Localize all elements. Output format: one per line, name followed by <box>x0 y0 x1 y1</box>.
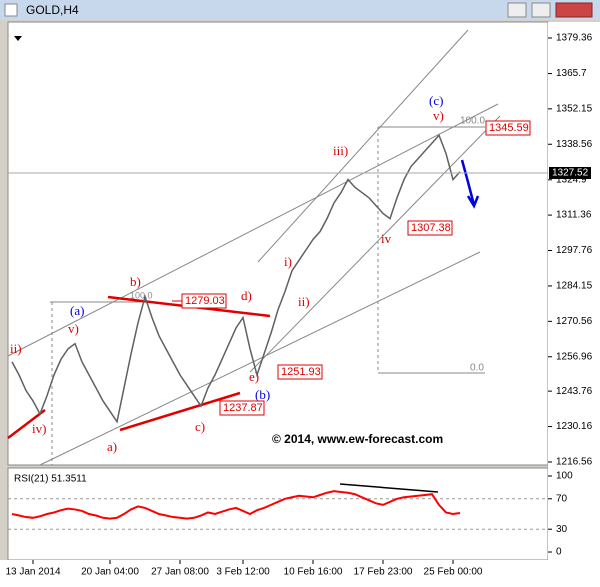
x-tick-label: 27 Jan 08:00 <box>151 567 209 578</box>
y-tick-label: 1338.56 <box>556 139 593 150</box>
window-icon <box>4 3 18 17</box>
title-bar <box>0 0 600 20</box>
x-tick-label: 20 Jan 04:00 <box>81 567 139 578</box>
marker <box>14 36 22 41</box>
y-tick-label: 1270.56 <box>556 316 593 327</box>
wave-label: b) <box>130 274 141 289</box>
y-tick-label: 1297.76 <box>556 245 593 256</box>
last-price-box <box>549 167 591 180</box>
wave-label: c) <box>195 419 205 434</box>
level-label: 1345.59 <box>489 122 529 134</box>
wave-label: iv) <box>32 421 46 436</box>
price-panel <box>7 21 549 466</box>
level-label: 1237.87 <box>223 402 263 414</box>
forecast-arrow <box>460 159 480 209</box>
level-box <box>181 293 227 309</box>
y-tick-label: 1230.16 <box>556 421 593 432</box>
y-tick-label: 1284.15 <box>556 281 593 292</box>
level-label: 1251.93 <box>281 366 321 378</box>
y-tick-label: 1243.76 <box>556 386 593 397</box>
wave-label: v) <box>68 321 79 336</box>
wave-label: ii) <box>298 294 310 309</box>
y-tick-label: 1365.7 <box>556 68 587 79</box>
x-tick-label: 25 Feb 00:00 <box>424 567 483 578</box>
level-label: 1279.03 <box>185 295 225 307</box>
wave-label: (a) <box>70 303 84 318</box>
level-box <box>277 364 323 380</box>
rsi-divergence-line <box>339 483 439 493</box>
time-strip <box>0 560 600 587</box>
y-tick-label: 1324.9 <box>556 174 587 185</box>
y-tick-label: 1352.15 <box>556 103 593 114</box>
wave-label: a) <box>107 439 117 454</box>
wave-label: i) <box>284 254 292 269</box>
y-tick-label: 30 <box>556 524 568 535</box>
fib-label: 100.0 <box>460 116 485 127</box>
maximize-button[interactable] <box>531 2 551 18</box>
last-price-label: 1327.52 <box>552 168 589 179</box>
y-tick-label: 1311.36 <box>556 210 592 221</box>
x-tick-label: 13 Jan 2014 <box>5 567 60 578</box>
level-label: 1307.38 <box>411 222 451 234</box>
x-tick-label: 17 Feb 23:00 <box>354 567 413 578</box>
axis-strip <box>548 22 600 560</box>
minimize-button[interactable] <box>507 2 527 18</box>
level-box <box>407 220 453 236</box>
y-tick-label: 1256.96 <box>556 351 593 362</box>
x-tick-label: 3 Feb 12:00 <box>216 567 270 578</box>
price-line <box>11 133 461 424</box>
y-tick-label: 1379.36 <box>556 33 593 44</box>
wave-label: (c) <box>429 93 443 108</box>
window-title: GOLD,H4 <box>26 3 79 17</box>
y-tick-label: 70 <box>556 493 568 504</box>
level-box <box>485 120 531 136</box>
wave-label: v) <box>433 108 444 123</box>
close-button[interactable] <box>555 2 593 18</box>
rsi-title: RSI(21) 51.3511 <box>14 474 87 485</box>
level-box <box>219 400 265 416</box>
fib-label: 100.0 <box>130 290 153 300</box>
wave-label: ii) <box>10 341 22 356</box>
x-tick-label: 10 Feb 16:00 <box>284 567 343 578</box>
wave-label: e) <box>249 369 259 384</box>
copyright: © 2014, www.ew-forecast.com <box>272 432 443 446</box>
y-tick-label: 1216.56 <box>556 457 593 468</box>
wave-label: iv <box>381 231 392 246</box>
y-tick-label: 0 <box>556 547 562 558</box>
wave-label: iii) <box>333 143 348 158</box>
channel-lines <box>7 29 501 466</box>
wave-label: (b) <box>255 387 270 402</box>
fib-label: 0.0 <box>470 363 484 374</box>
wave-label: d) <box>241 288 252 303</box>
rsi-line <box>11 490 461 520</box>
y-tick-label: 100 <box>556 471 573 482</box>
